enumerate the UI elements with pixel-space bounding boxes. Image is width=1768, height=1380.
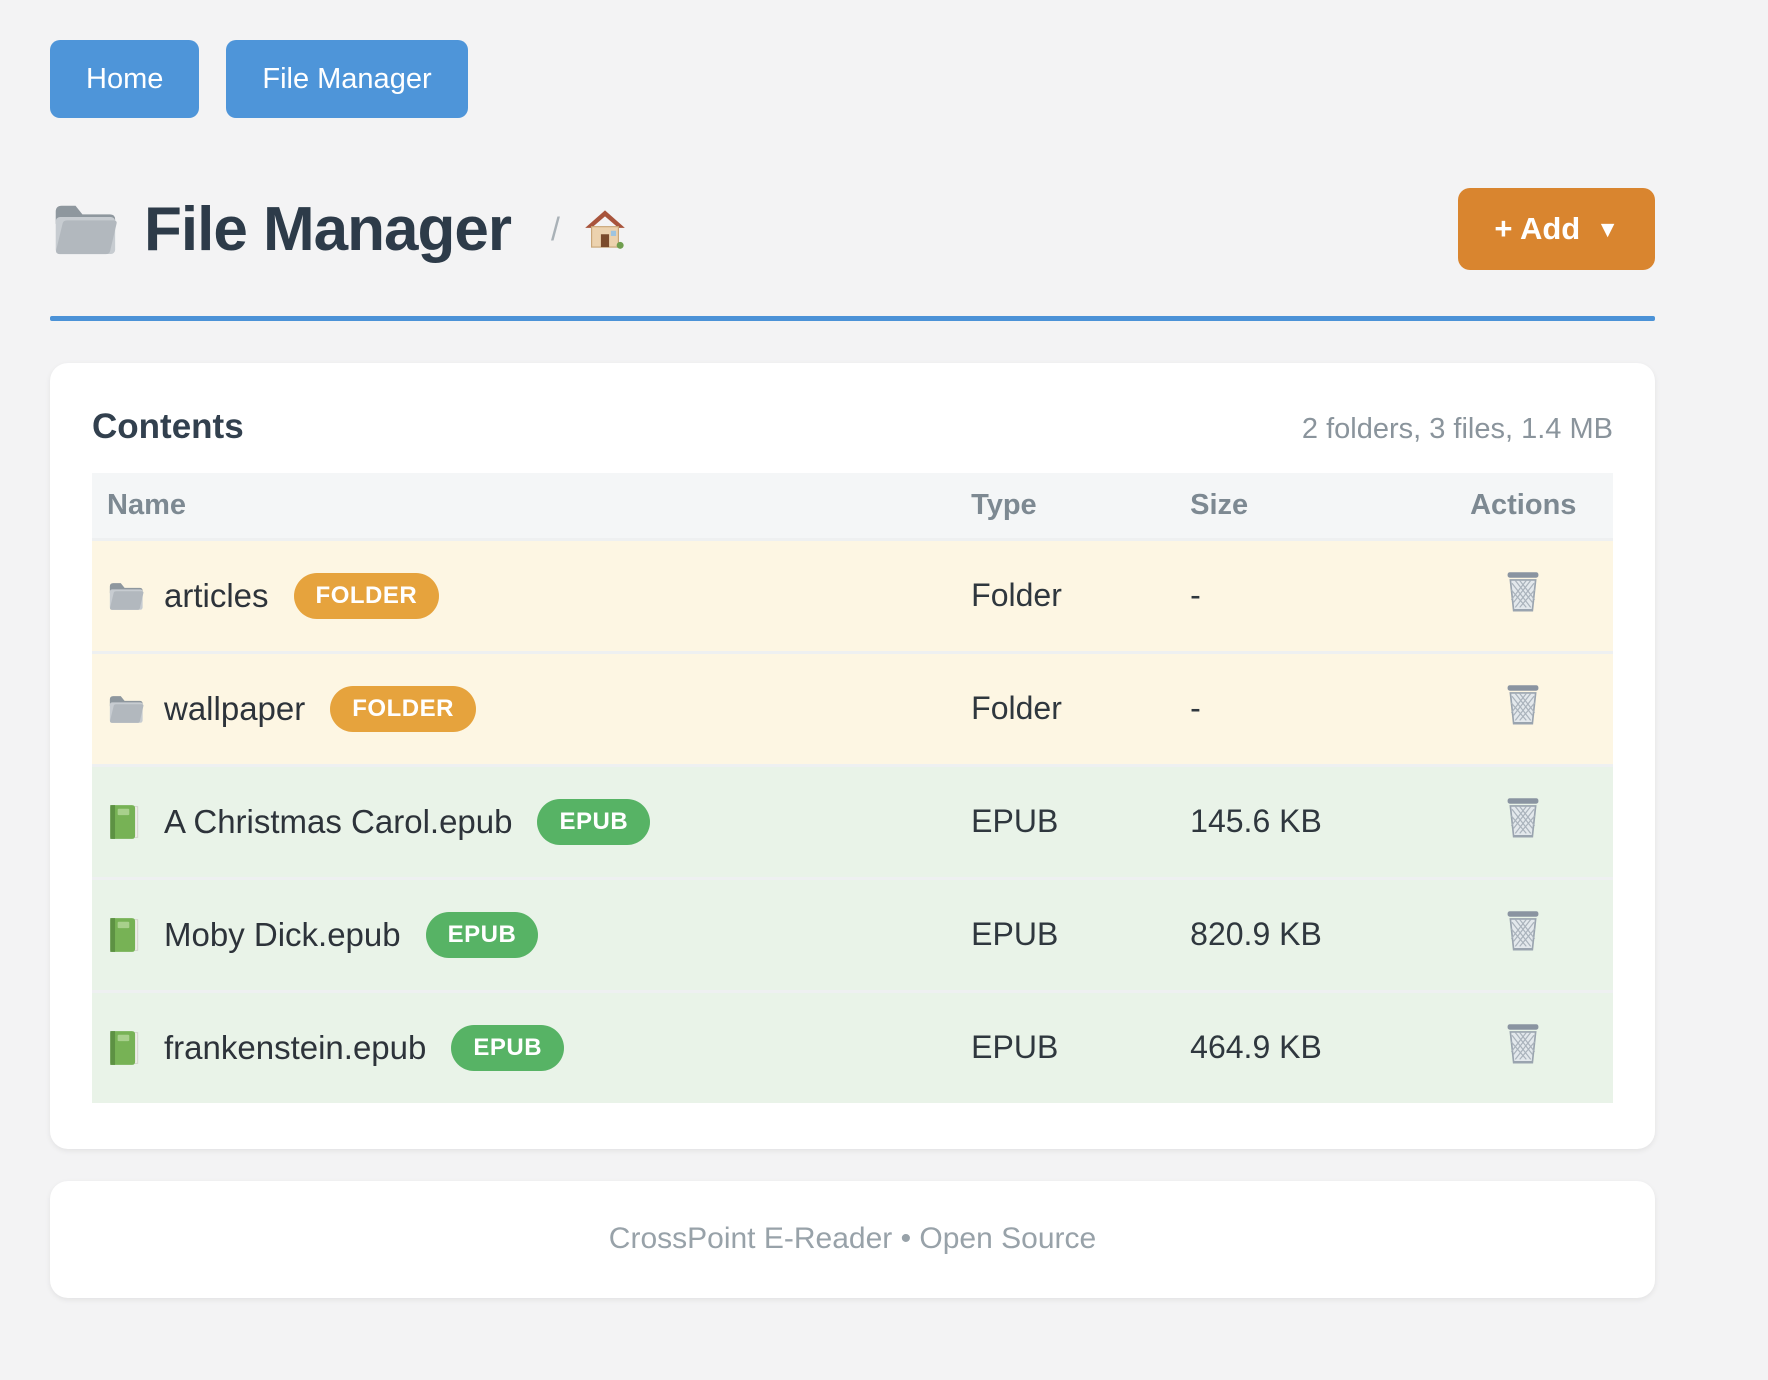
file-type: EPUB <box>971 876 1191 991</box>
footer-text: CrossPoint E-Reader • Open Source <box>608 1222 1097 1255</box>
type-badge: EPUB <box>537 798 651 845</box>
add-button-label: + Add <box>1494 211 1581 246</box>
nav-home-button[interactable]: Home <box>50 40 200 118</box>
delete-button[interactable] <box>1503 909 1543 953</box>
col-header-type: Type <box>971 473 1191 539</box>
file-name-group: A Christmas Carol.epub EPUB <box>92 767 971 877</box>
file-name-link[interactable]: articles <box>164 576 269 614</box>
file-name-group: Moby Dick.epub EPUB <box>92 880 971 990</box>
file-name-link[interactable]: Moby Dick.epub <box>164 915 401 953</box>
page-header: File Manager / + Add ▼ <box>50 188 1655 270</box>
card-head: Contents 2 folders, 3 files, 1.4 MB <box>92 407 1613 447</box>
type-badge: FOLDER <box>330 685 476 732</box>
footer: CrossPoint E-Reader • Open Source <box>50 1180 1655 1298</box>
add-button[interactable]: + Add ▼ <box>1458 188 1655 270</box>
contents-heading: Contents <box>92 407 244 446</box>
table-header-row: Name Type Size Actions <box>92 473 1613 539</box>
trash-icon <box>1503 570 1543 614</box>
table-row: A Christmas Carol.epub EPUB EPUB 145.6 K… <box>92 763 1613 878</box>
caret-down-icon: ▼ <box>1596 215 1619 242</box>
file-size: 145.6 KB <box>1190 763 1434 878</box>
top-navigation: Home File Manager <box>0 0 1768 118</box>
file-name-link[interactable]: A Christmas Carol.epub <box>164 802 513 840</box>
green-book-icon <box>107 1029 145 1067</box>
table-row: articles FOLDER Folder - <box>92 537 1613 652</box>
col-header-actions: Actions <box>1433 473 1613 539</box>
green-book-icon <box>107 803 145 841</box>
delete-button[interactable] <box>1503 1022 1543 1066</box>
green-book-icon <box>107 916 145 954</box>
delete-button[interactable] <box>1503 683 1543 727</box>
delete-button[interactable] <box>1503 570 1543 614</box>
file-table-body: articles FOLDER Folder - <box>92 537 1613 1103</box>
col-header-size: Size <box>1190 473 1434 539</box>
house-icon[interactable] <box>584 209 626 249</box>
trash-icon <box>1503 683 1543 727</box>
nav-file-manager-button[interactable]: File Manager <box>226 40 468 118</box>
file-type: EPUB <box>971 989 1191 1103</box>
trash-icon <box>1503 909 1543 953</box>
file-size: 464.9 KB <box>1190 989 1434 1103</box>
title-group: File Manager / <box>50 194 626 265</box>
file-type: Folder <box>971 650 1191 765</box>
file-name-group: articles FOLDER <box>92 541 971 651</box>
file-name-group: frankenstein.epub EPUB <box>92 993 971 1103</box>
contents-card: Contents 2 folders, 3 files, 1.4 MB Name… <box>50 363 1655 1149</box>
file-size: - <box>1190 650 1434 765</box>
file-name-link[interactable]: frankenstein.epub <box>164 1028 427 1066</box>
type-badge: EPUB <box>425 911 539 958</box>
folder-icon <box>107 577 145 615</box>
contents-summary: 2 folders, 3 files, 1.4 MB <box>1301 413 1613 445</box>
delete-button[interactable] <box>1503 796 1543 840</box>
table-row: frankenstein.epub EPUB EPUB 464.9 KB <box>92 989 1613 1103</box>
file-table: Name Type Size Actions articles FOLDER <box>92 473 1613 1103</box>
file-name-group: wallpaper FOLDER <box>92 654 971 764</box>
folder-icon <box>50 198 120 260</box>
folder-icon <box>107 690 145 728</box>
file-size: 820.9 KB <box>1190 876 1434 991</box>
type-badge: FOLDER <box>293 572 440 619</box>
page-title: File Manager <box>144 194 512 264</box>
file-name-link[interactable]: wallpaper <box>164 689 306 727</box>
file-type: Folder <box>971 537 1191 652</box>
header-divider <box>50 316 1655 321</box>
type-badge: EPUB <box>451 1024 565 1071</box>
file-type: EPUB <box>971 763 1191 878</box>
col-header-name: Name <box>92 473 972 539</box>
table-row: wallpaper FOLDER Folder - <box>92 650 1613 765</box>
breadcrumb-separator: / <box>551 210 560 247</box>
trash-icon <box>1503 1022 1543 1066</box>
trash-icon <box>1503 796 1543 840</box>
table-row: Moby Dick.epub EPUB EPUB 820.9 KB <box>92 876 1613 991</box>
file-size: - <box>1190 537 1434 652</box>
